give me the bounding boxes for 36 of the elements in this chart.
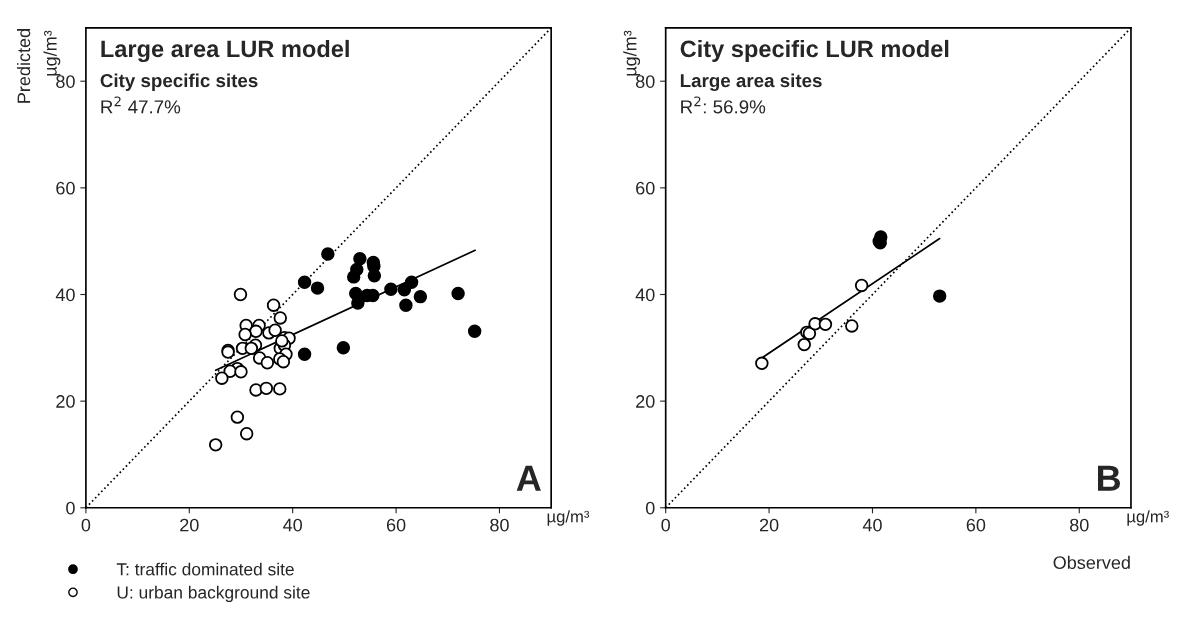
y-tick-label: 80 — [635, 75, 655, 88]
y-tick-label: 60 — [56, 181, 75, 195]
legend-label: T: traffic dominated site — [116, 562, 294, 576]
text: Large area sites — [680, 73, 822, 92]
text: Observed — [1053, 555, 1130, 570]
x-tick-label: 60 — [966, 518, 986, 532]
y-tick-label: 80 — [56, 75, 75, 88]
annotation: R$^{2}$: 56.9% — [681, 96, 766, 114]
x-tick-label: 80 — [490, 518, 509, 532]
chart-title: City specific LUR model — [680, 39, 949, 62]
y-axis-title: µg/m³ — [623, 30, 641, 76]
y-tick-label: 0 — [66, 501, 75, 515]
x-tick-label: 60 — [386, 518, 406, 532]
x-tick-label: 0 — [661, 518, 671, 532]
x-axis-title: µg/m³ — [1127, 510, 1169, 526]
x-tick-label: 40 — [283, 518, 303, 532]
y-axis-title: µg/m³ — [43, 30, 61, 76]
x-axis-title: µg/m³ — [547, 510, 590, 526]
y-tick-label: 20 — [636, 395, 655, 408]
annotation: R$^{2}$ 47.7% — [101, 96, 181, 114]
text: City specific sites — [100, 73, 258, 91]
text: Predicted — [17, 29, 31, 103]
x-tick-label: 80 — [1070, 518, 1089, 532]
y-tick-label: 0 — [645, 501, 655, 515]
x-tick-label: 20 — [180, 518, 199, 532]
y-tick-label: 40 — [55, 288, 75, 302]
y-tick-label: 20 — [56, 395, 75, 408]
y-tick-label: 60 — [636, 181, 655, 195]
y-tick-label: 40 — [635, 288, 655, 302]
annotation: B — [1097, 465, 1121, 491]
annotation: A — [516, 465, 541, 491]
legend-label: U: urban background site — [117, 585, 310, 603]
x-tick-label: 40 — [862, 518, 882, 532]
x-tick-label: 20 — [759, 518, 779, 532]
chart-title: Large area LUR model — [101, 39, 349, 63]
x-tick-label: 0 — [81, 518, 91, 532]
